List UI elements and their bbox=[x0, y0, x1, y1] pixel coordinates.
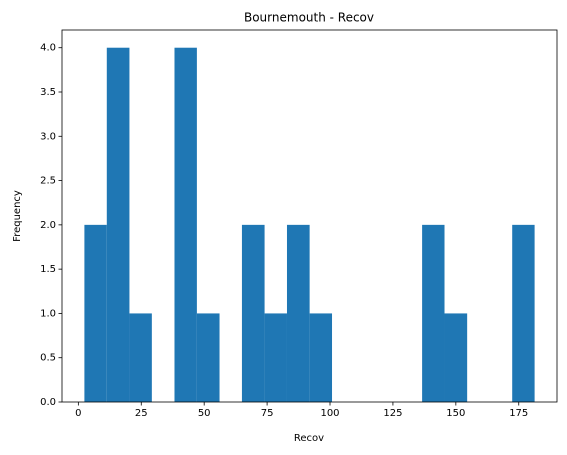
y-tick-label: 2.0 bbox=[40, 220, 56, 231]
x-tick-label: 125 bbox=[383, 408, 402, 419]
x-axis-label: Recov bbox=[294, 433, 324, 444]
bar bbox=[196, 313, 220, 402]
bar bbox=[286, 224, 310, 402]
x-tick-label: 50 bbox=[198, 408, 211, 419]
chart-title: Bournemouth - Recov bbox=[244, 11, 374, 25]
x-tick-label: 25 bbox=[135, 408, 148, 419]
y-axis-label: Frequency bbox=[12, 190, 23, 242]
bar bbox=[106, 47, 130, 402]
y-tick-label: 2.5 bbox=[40, 176, 56, 187]
bar bbox=[129, 313, 152, 402]
bar bbox=[309, 313, 333, 402]
y-tick-label: 0.5 bbox=[40, 353, 56, 364]
y-tick-label: 3.5 bbox=[40, 87, 56, 98]
x-tick-label: 75 bbox=[261, 408, 274, 419]
plot-frame bbox=[61, 29, 558, 403]
bar bbox=[84, 224, 107, 402]
x-tick-label: 100 bbox=[320, 408, 339, 419]
bar bbox=[422, 224, 445, 402]
x-tick-label: 175 bbox=[509, 408, 528, 419]
x-tick-label: 150 bbox=[446, 408, 465, 419]
bar bbox=[444, 313, 468, 402]
bar bbox=[174, 47, 197, 402]
bar bbox=[512, 224, 535, 402]
y-tick-label: 1.0 bbox=[40, 308, 56, 319]
bar bbox=[264, 313, 287, 402]
y-tick-label: 0.0 bbox=[40, 397, 56, 408]
y-tick-label: 3.0 bbox=[40, 131, 56, 142]
y-tick-label: 1.5 bbox=[40, 264, 56, 275]
bar bbox=[241, 224, 265, 402]
x-tick-label: 0 bbox=[75, 408, 81, 419]
y-tick-label: 4.0 bbox=[40, 43, 56, 54]
